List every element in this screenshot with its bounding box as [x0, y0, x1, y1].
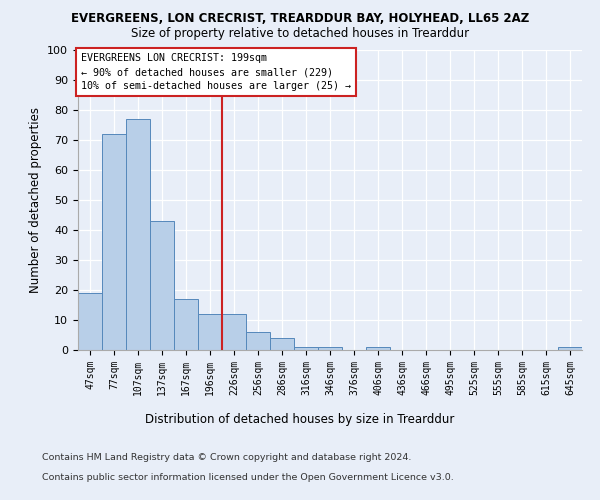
Text: Size of property relative to detached houses in Trearddur: Size of property relative to detached ho…: [131, 28, 469, 40]
Text: Contains HM Land Registry data © Crown copyright and database right 2024.: Contains HM Land Registry data © Crown c…: [42, 452, 412, 462]
Bar: [270, 338, 294, 350]
Bar: [126, 119, 150, 350]
Text: Distribution of detached houses by size in Trearddur: Distribution of detached houses by size …: [145, 412, 455, 426]
Bar: [222, 314, 246, 350]
Y-axis label: Number of detached properties: Number of detached properties: [29, 107, 42, 293]
Bar: [318, 347, 342, 350]
Text: EVERGREENS LON CRECRIST: 199sqm
← 90% of detached houses are smaller (229)
10% o: EVERGREENS LON CRECRIST: 199sqm ← 90% of…: [80, 53, 350, 91]
Bar: [558, 347, 582, 350]
Bar: [198, 314, 222, 350]
Bar: [366, 347, 390, 350]
Bar: [246, 332, 270, 350]
Bar: [174, 299, 198, 350]
Text: EVERGREENS, LON CRECRIST, TREARDDUR BAY, HOLYHEAD, LL65 2AZ: EVERGREENS, LON CRECRIST, TREARDDUR BAY,…: [71, 12, 529, 26]
Text: Contains public sector information licensed under the Open Government Licence v3: Contains public sector information licen…: [42, 472, 454, 482]
Bar: [150, 221, 174, 350]
Bar: [78, 293, 102, 350]
Bar: [294, 347, 318, 350]
Bar: [102, 134, 126, 350]
